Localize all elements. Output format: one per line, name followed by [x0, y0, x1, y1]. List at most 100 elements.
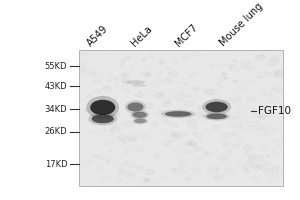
Circle shape [153, 122, 158, 125]
Circle shape [273, 151, 276, 152]
Circle shape [189, 142, 197, 146]
Circle shape [167, 95, 173, 99]
Circle shape [97, 166, 103, 169]
Ellipse shape [134, 119, 146, 123]
Circle shape [256, 165, 261, 168]
Circle shape [231, 113, 240, 118]
Circle shape [193, 147, 198, 149]
Circle shape [129, 137, 136, 141]
Circle shape [146, 170, 155, 175]
Text: 26KD: 26KD [45, 127, 67, 136]
Circle shape [84, 109, 88, 111]
Circle shape [93, 78, 101, 83]
Circle shape [175, 95, 185, 100]
Circle shape [251, 110, 255, 112]
Circle shape [252, 165, 261, 170]
Circle shape [224, 77, 228, 79]
Circle shape [165, 78, 173, 83]
Circle shape [256, 55, 266, 60]
Circle shape [232, 60, 237, 62]
Text: HeLa: HeLa [129, 23, 154, 48]
Circle shape [274, 70, 279, 73]
Circle shape [80, 69, 85, 72]
Circle shape [253, 125, 262, 130]
Ellipse shape [206, 114, 227, 119]
Ellipse shape [127, 103, 143, 111]
Circle shape [228, 177, 230, 178]
Circle shape [257, 134, 260, 136]
Circle shape [193, 87, 200, 91]
Circle shape [258, 165, 266, 169]
Circle shape [276, 169, 283, 173]
Circle shape [273, 171, 278, 174]
Circle shape [160, 62, 163, 64]
Circle shape [127, 147, 129, 148]
Circle shape [211, 116, 215, 118]
Circle shape [182, 57, 186, 59]
Circle shape [135, 93, 143, 97]
Circle shape [145, 180, 148, 181]
Text: 17KD: 17KD [45, 160, 67, 169]
Text: 55KD: 55KD [45, 62, 67, 71]
Circle shape [182, 91, 185, 93]
Text: MCF7: MCF7 [174, 22, 200, 48]
Circle shape [203, 152, 213, 157]
Circle shape [119, 76, 129, 82]
Circle shape [245, 170, 250, 173]
Circle shape [273, 152, 275, 153]
Circle shape [214, 148, 218, 150]
Ellipse shape [86, 96, 119, 119]
Circle shape [245, 160, 254, 165]
Circle shape [193, 126, 196, 129]
Circle shape [118, 172, 124, 175]
Circle shape [236, 124, 242, 128]
Circle shape [264, 72, 272, 77]
Circle shape [126, 164, 131, 167]
Circle shape [171, 132, 178, 136]
Circle shape [172, 134, 181, 138]
Circle shape [145, 73, 149, 76]
Circle shape [199, 139, 202, 141]
Circle shape [246, 95, 256, 101]
Circle shape [114, 95, 119, 98]
Circle shape [254, 113, 262, 118]
Circle shape [212, 98, 218, 101]
Circle shape [117, 169, 124, 173]
Circle shape [114, 77, 118, 80]
Circle shape [92, 155, 98, 158]
Circle shape [154, 93, 164, 98]
Circle shape [176, 124, 178, 125]
Circle shape [236, 161, 242, 165]
Circle shape [257, 76, 262, 78]
Circle shape [212, 125, 220, 130]
Circle shape [244, 152, 250, 154]
Circle shape [225, 99, 236, 104]
Circle shape [138, 91, 142, 93]
Circle shape [274, 73, 282, 78]
Circle shape [115, 80, 117, 81]
Circle shape [116, 114, 120, 116]
Circle shape [192, 132, 197, 134]
Circle shape [125, 151, 129, 153]
Ellipse shape [206, 102, 228, 112]
Circle shape [110, 129, 115, 131]
Circle shape [231, 132, 237, 136]
Circle shape [232, 116, 239, 120]
Circle shape [232, 80, 238, 83]
Circle shape [133, 175, 137, 177]
Text: FGF10: FGF10 [258, 106, 291, 116]
Circle shape [119, 65, 124, 67]
Circle shape [266, 60, 277, 65]
Circle shape [145, 73, 152, 76]
Circle shape [164, 141, 171, 146]
Circle shape [266, 143, 268, 144]
Circle shape [241, 61, 249, 66]
Circle shape [272, 166, 278, 170]
Circle shape [240, 79, 243, 80]
Circle shape [151, 56, 154, 58]
Circle shape [182, 78, 185, 80]
Circle shape [222, 74, 227, 76]
Circle shape [87, 130, 95, 135]
Ellipse shape [125, 100, 146, 114]
Ellipse shape [90, 100, 115, 115]
